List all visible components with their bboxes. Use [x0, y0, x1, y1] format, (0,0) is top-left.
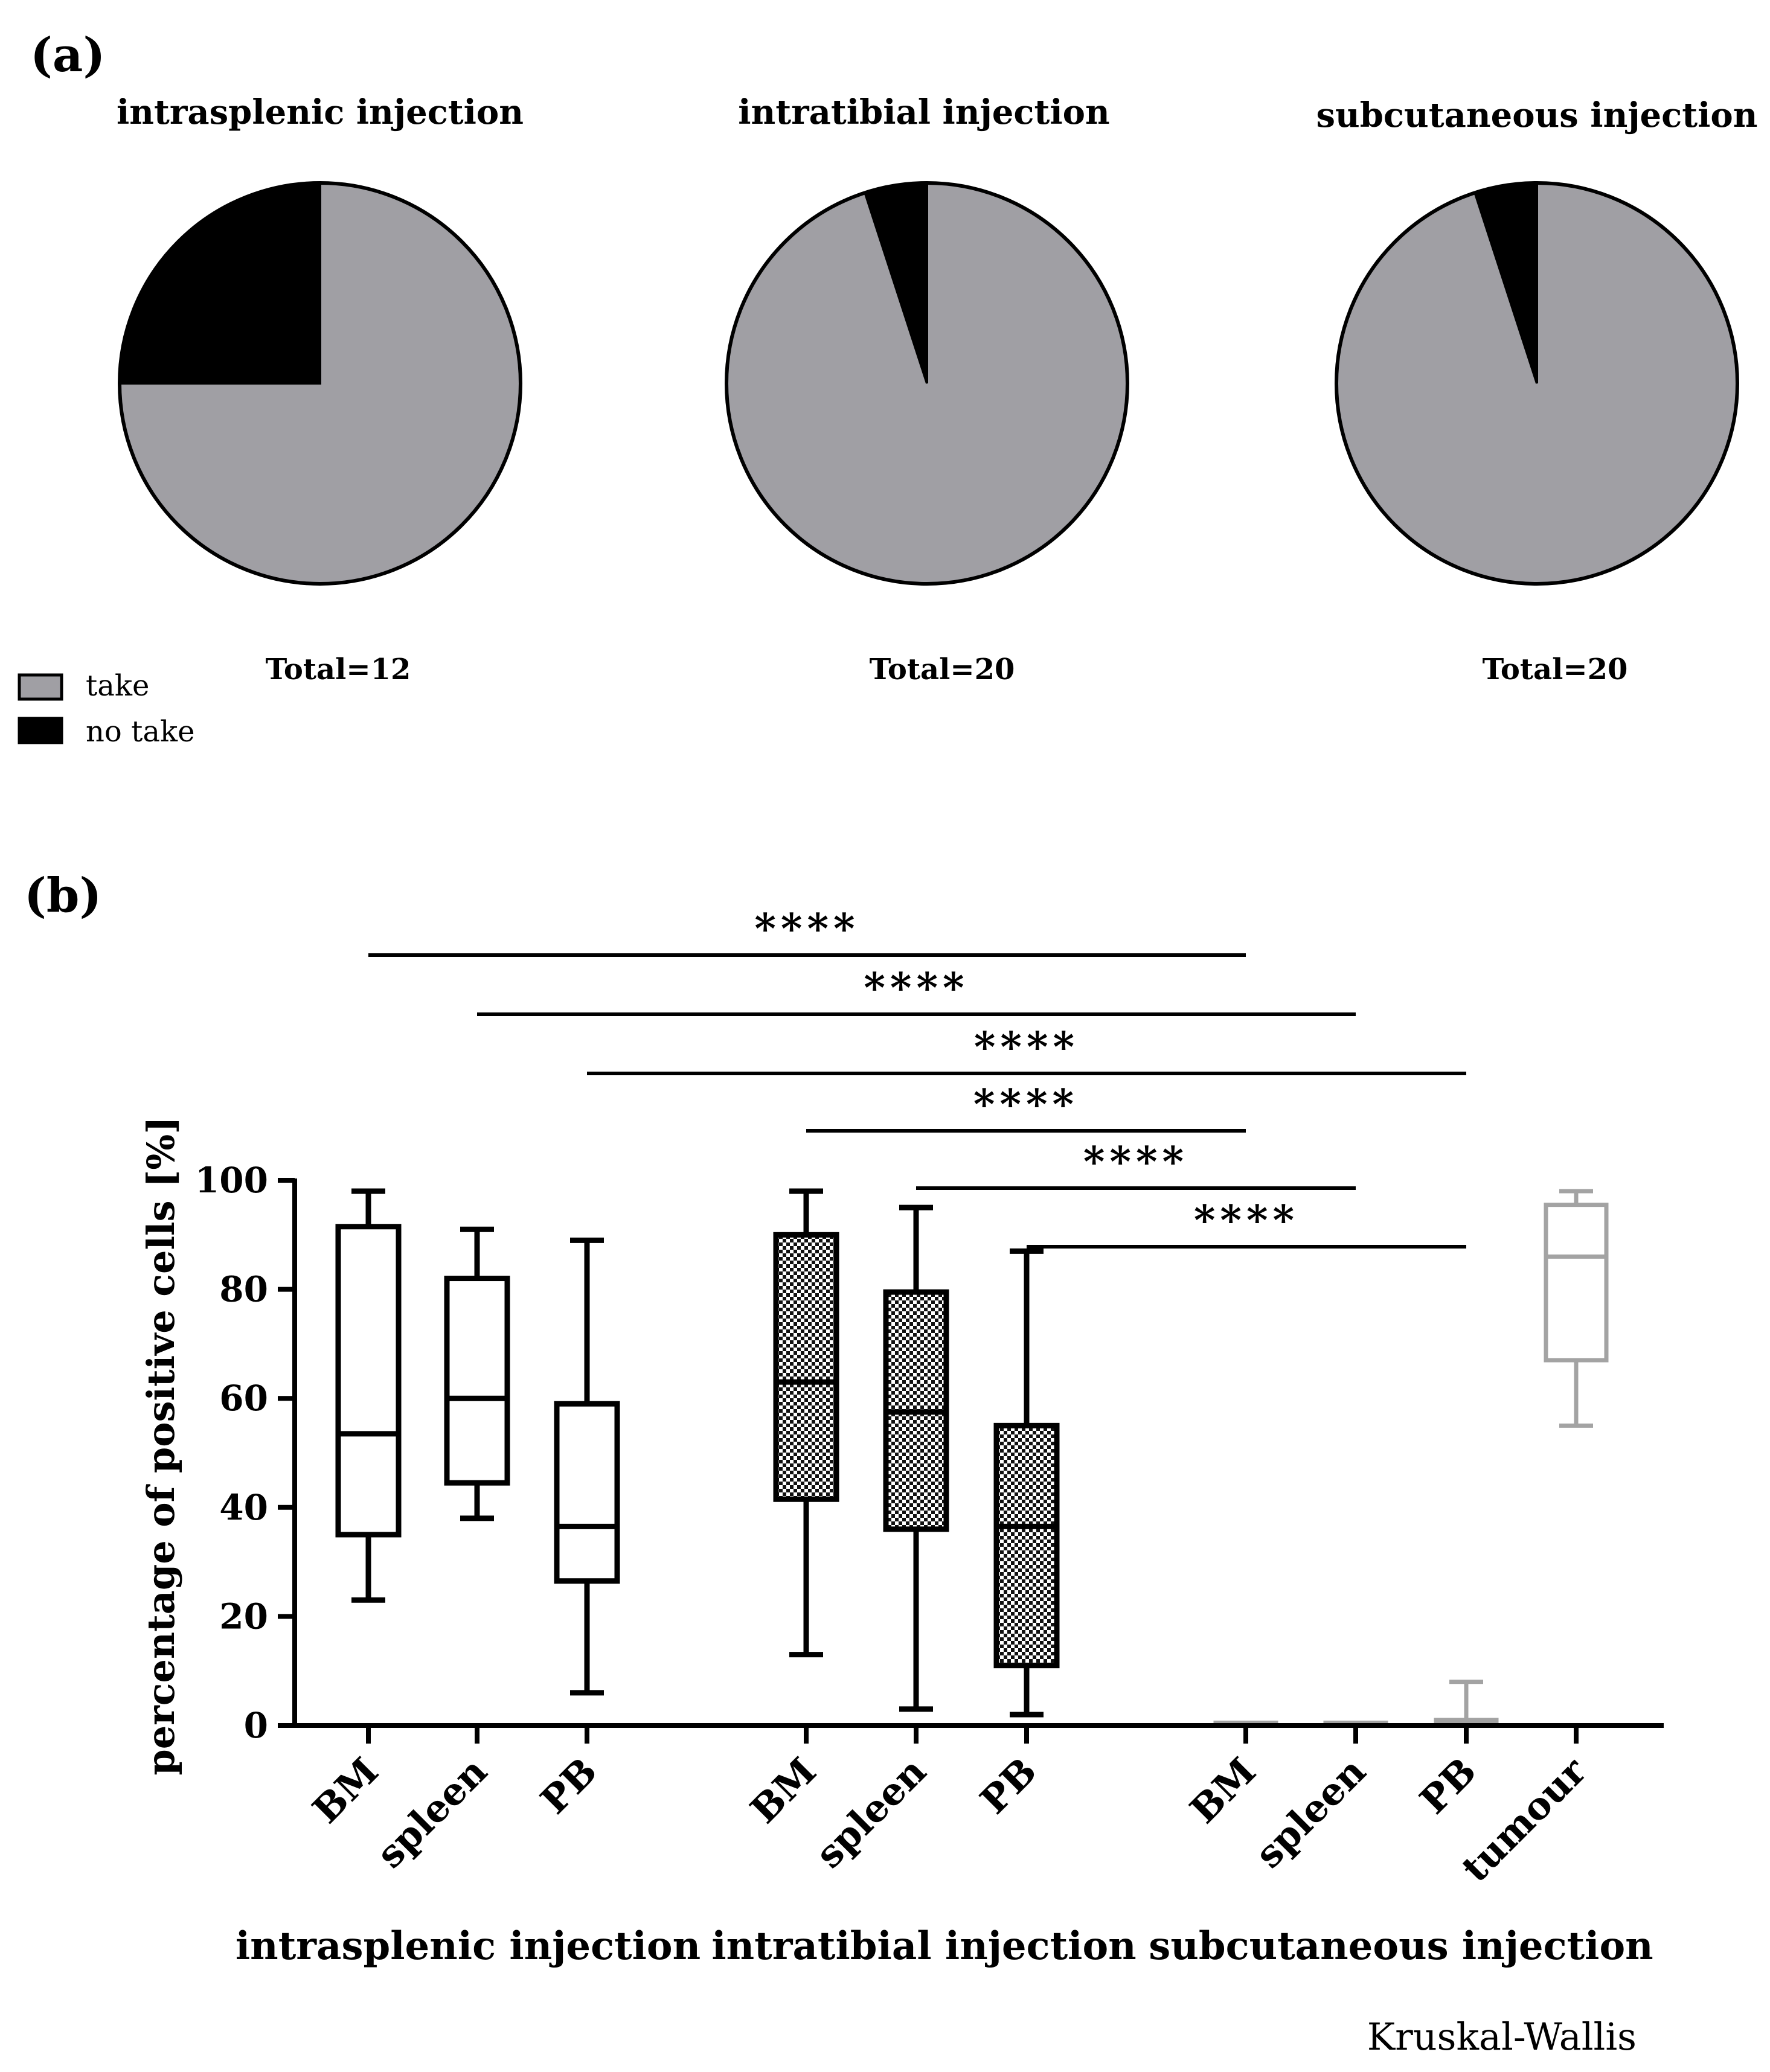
legend-take-label: take	[86, 669, 149, 703]
y-tick-label: 40	[219, 1487, 268, 1528]
pie-3-total: Total=20	[1483, 653, 1628, 686]
significance-label: ****	[1083, 1138, 1188, 1186]
pie-slice-no-take	[863, 181, 928, 384]
x-tick-label: tumour	[1453, 1748, 1595, 1890]
box-iqr	[554, 1401, 620, 1584]
pie-1-total: Total=12	[266, 653, 411, 686]
y-axis: 0 20 40 60 80 100	[195, 1160, 297, 1746]
pie-2-title: intratibial injection	[738, 92, 1109, 132]
significance-brackets: ************************	[368, 905, 1466, 1249]
box-bm	[773, 1188, 839, 1658]
x-tick-label: BM	[1181, 1749, 1264, 1832]
y-tick-label: 0	[244, 1705, 268, 1746]
box-iqr	[444, 1276, 510, 1486]
group-label-intratibial: intratibial injection	[711, 1923, 1136, 1969]
y-tick-label: 60	[219, 1378, 268, 1419]
pie-chart-1: intrasplenic injection Total=12	[117, 92, 524, 686]
box-bm	[335, 1188, 402, 1603]
significance-label: ****	[973, 1081, 1079, 1129]
pie-3-slices	[1335, 181, 1739, 586]
box-pb	[1434, 1680, 1499, 1725]
significance-label: ****	[754, 905, 859, 953]
pie-1-slices	[118, 181, 522, 586]
pie-2-slices	[725, 181, 1129, 586]
box-spleen	[883, 1204, 949, 1712]
pie-slice-no-take	[1473, 181, 1538, 384]
box-iqr	[335, 1224, 402, 1538]
box-pb	[554, 1237, 620, 1696]
pie-1-title: intrasplenic injection	[117, 92, 524, 132]
box-spleen	[444, 1226, 510, 1521]
legend-take-swatch	[18, 673, 63, 701]
x-tick-label: PB	[972, 1749, 1045, 1823]
boxes	[335, 1188, 1609, 1726]
pie-slice-no-take	[118, 181, 321, 385]
box-iqr	[1544, 1203, 1609, 1363]
legend-no-take-label: no take	[86, 715, 194, 749]
pie-legend: take no take	[18, 669, 194, 749]
x-tick-label: BM	[304, 1749, 386, 1832]
x-tick-label: PB	[1411, 1749, 1485, 1823]
x-tick-label: spleen	[1246, 1749, 1374, 1876]
group-label-intrasplenic: intrasplenic injection	[236, 1923, 701, 1969]
box-tumour	[1544, 1189, 1609, 1428]
box-iqr	[993, 1422, 1060, 1669]
box-iqr	[773, 1232, 839, 1502]
test-note: Kruskal-Wallis	[1367, 2015, 1637, 2059]
x-tick-label: PB	[532, 1749, 606, 1823]
y-tick-label: 20	[219, 1596, 268, 1637]
legend-no-take-swatch	[18, 717, 63, 744]
x-tick-label: spleen	[368, 1749, 495, 1876]
x-tick-label: spleen	[807, 1749, 934, 1876]
y-tick-label: 100	[195, 1160, 268, 1201]
pie-2-total: Total=20	[870, 653, 1015, 686]
pie-3-title: subcutaneous injection	[1316, 95, 1758, 135]
group-label-subcutaneous: subcutaneous injection	[1149, 1923, 1653, 1969]
pie-chart-3: subcutaneous injection Total=20	[1316, 95, 1758, 686]
significance-label: ****	[974, 1023, 1079, 1072]
panel-a-label: (a)	[30, 28, 105, 83]
panel-b-label: (b)	[24, 868, 101, 923]
box-pb	[993, 1248, 1060, 1718]
y-axis-label: percentage of positive cells [%]	[139, 1116, 183, 1775]
pie-chart-2: intratibial injection Total=20	[725, 92, 1129, 686]
y-tick-label: 80	[219, 1269, 268, 1310]
x-tick-label: BM	[742, 1749, 824, 1832]
significance-label: ****	[1194, 1197, 1299, 1245]
significance-label: ****	[864, 964, 969, 1012]
